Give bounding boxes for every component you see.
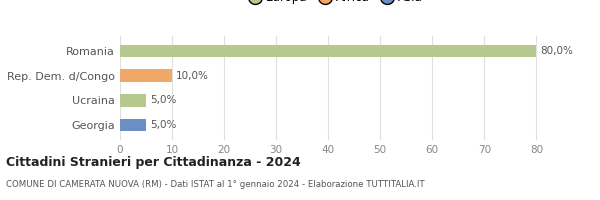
Text: 5,0%: 5,0% (150, 95, 176, 105)
Text: 10,0%: 10,0% (176, 71, 209, 81)
Bar (120, 119, 146, 131)
Legend: Europa, Africa, Asia: Europa, Africa, Asia (246, 0, 426, 8)
Bar (120, 69, 172, 82)
Text: 5,0%: 5,0% (150, 120, 176, 130)
Text: COMUNE DI CAMERATA NUOVA (RM) - Dati ISTAT al 1° gennaio 2024 - Elaborazione TUT: COMUNE DI CAMERATA NUOVA (RM) - Dati IST… (6, 180, 425, 189)
Bar (120, 45, 536, 57)
Bar (120, 94, 146, 107)
Text: 80,0%: 80,0% (541, 46, 574, 56)
Text: Cittadini Stranieri per Cittadinanza - 2024: Cittadini Stranieri per Cittadinanza - 2… (6, 156, 301, 169)
